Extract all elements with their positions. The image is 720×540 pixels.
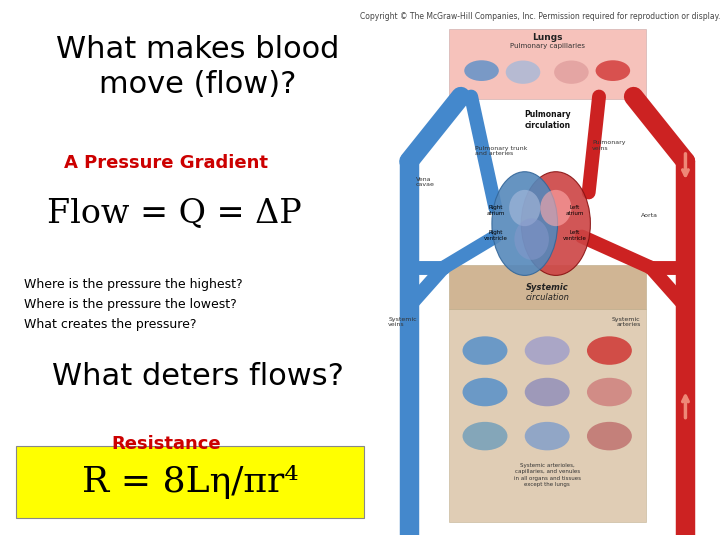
Ellipse shape	[525, 336, 570, 365]
FancyBboxPatch shape	[449, 29, 646, 99]
Ellipse shape	[525, 422, 570, 450]
Ellipse shape	[540, 190, 572, 226]
Text: Right
atrium: Right atrium	[486, 205, 505, 216]
Ellipse shape	[587, 422, 632, 450]
Text: Where is the pressure the highest?
Where is the pressure the lowest?
What create: Where is the pressure the highest? Where…	[24, 278, 243, 331]
Text: Pulmonary
veins: Pulmonary veins	[592, 140, 626, 151]
Ellipse shape	[595, 60, 630, 81]
Ellipse shape	[462, 336, 508, 365]
Text: What makes blood
move (flow)?: What makes blood move (flow)?	[56, 35, 340, 99]
Text: Copyright © The McGraw-Hill Companies, Inc. Permission required for reproduction: Copyright © The McGraw-Hill Companies, I…	[360, 12, 720, 22]
Ellipse shape	[521, 172, 590, 275]
Ellipse shape	[509, 190, 540, 226]
Text: Systemic arterioles,
capillaries, and venules
in all organs and tissues
except t: Systemic arterioles, capillaries, and ve…	[513, 463, 581, 488]
Text: Aorta: Aorta	[641, 213, 657, 218]
Text: Pulmonary
circulation: Pulmonary circulation	[524, 110, 570, 130]
Text: Right
ventricle: Right ventricle	[483, 230, 508, 241]
Text: Resistance: Resistance	[112, 435, 221, 453]
Text: Systemic
veins: Systemic veins	[388, 316, 417, 327]
Text: Pulmonary trunk
and arteries: Pulmonary trunk and arteries	[474, 146, 527, 157]
Ellipse shape	[587, 336, 632, 365]
Text: R = 8Lη/πr⁴: R = 8Lη/πr⁴	[82, 465, 298, 499]
Ellipse shape	[492, 172, 557, 275]
Text: Systemic
arteries: Systemic arteries	[612, 316, 641, 327]
Ellipse shape	[514, 218, 549, 260]
Text: Left
ventricle: Left ventricle	[563, 230, 587, 241]
Text: Left
atrium: Left atrium	[566, 205, 584, 216]
Text: Vena
cavae: Vena cavae	[416, 177, 435, 187]
Text: Systemic: Systemic	[526, 284, 569, 292]
Ellipse shape	[462, 378, 508, 406]
Text: A Pressure Gradient: A Pressure Gradient	[64, 154, 269, 172]
Ellipse shape	[462, 422, 508, 450]
Text: Pulmonary capillaries: Pulmonary capillaries	[510, 43, 585, 49]
Ellipse shape	[554, 60, 589, 84]
FancyBboxPatch shape	[449, 309, 646, 522]
Text: What deters flows?: What deters flows?	[52, 362, 344, 391]
Ellipse shape	[464, 60, 499, 81]
Text: Lungs: Lungs	[532, 33, 562, 42]
FancyBboxPatch shape	[449, 265, 646, 309]
FancyBboxPatch shape	[16, 446, 364, 518]
Text: circulation: circulation	[526, 293, 569, 302]
Text: Flow = Q = ΔP: Flow = Q = ΔP	[47, 197, 302, 229]
Ellipse shape	[587, 378, 632, 406]
Ellipse shape	[505, 60, 540, 84]
Ellipse shape	[525, 378, 570, 406]
